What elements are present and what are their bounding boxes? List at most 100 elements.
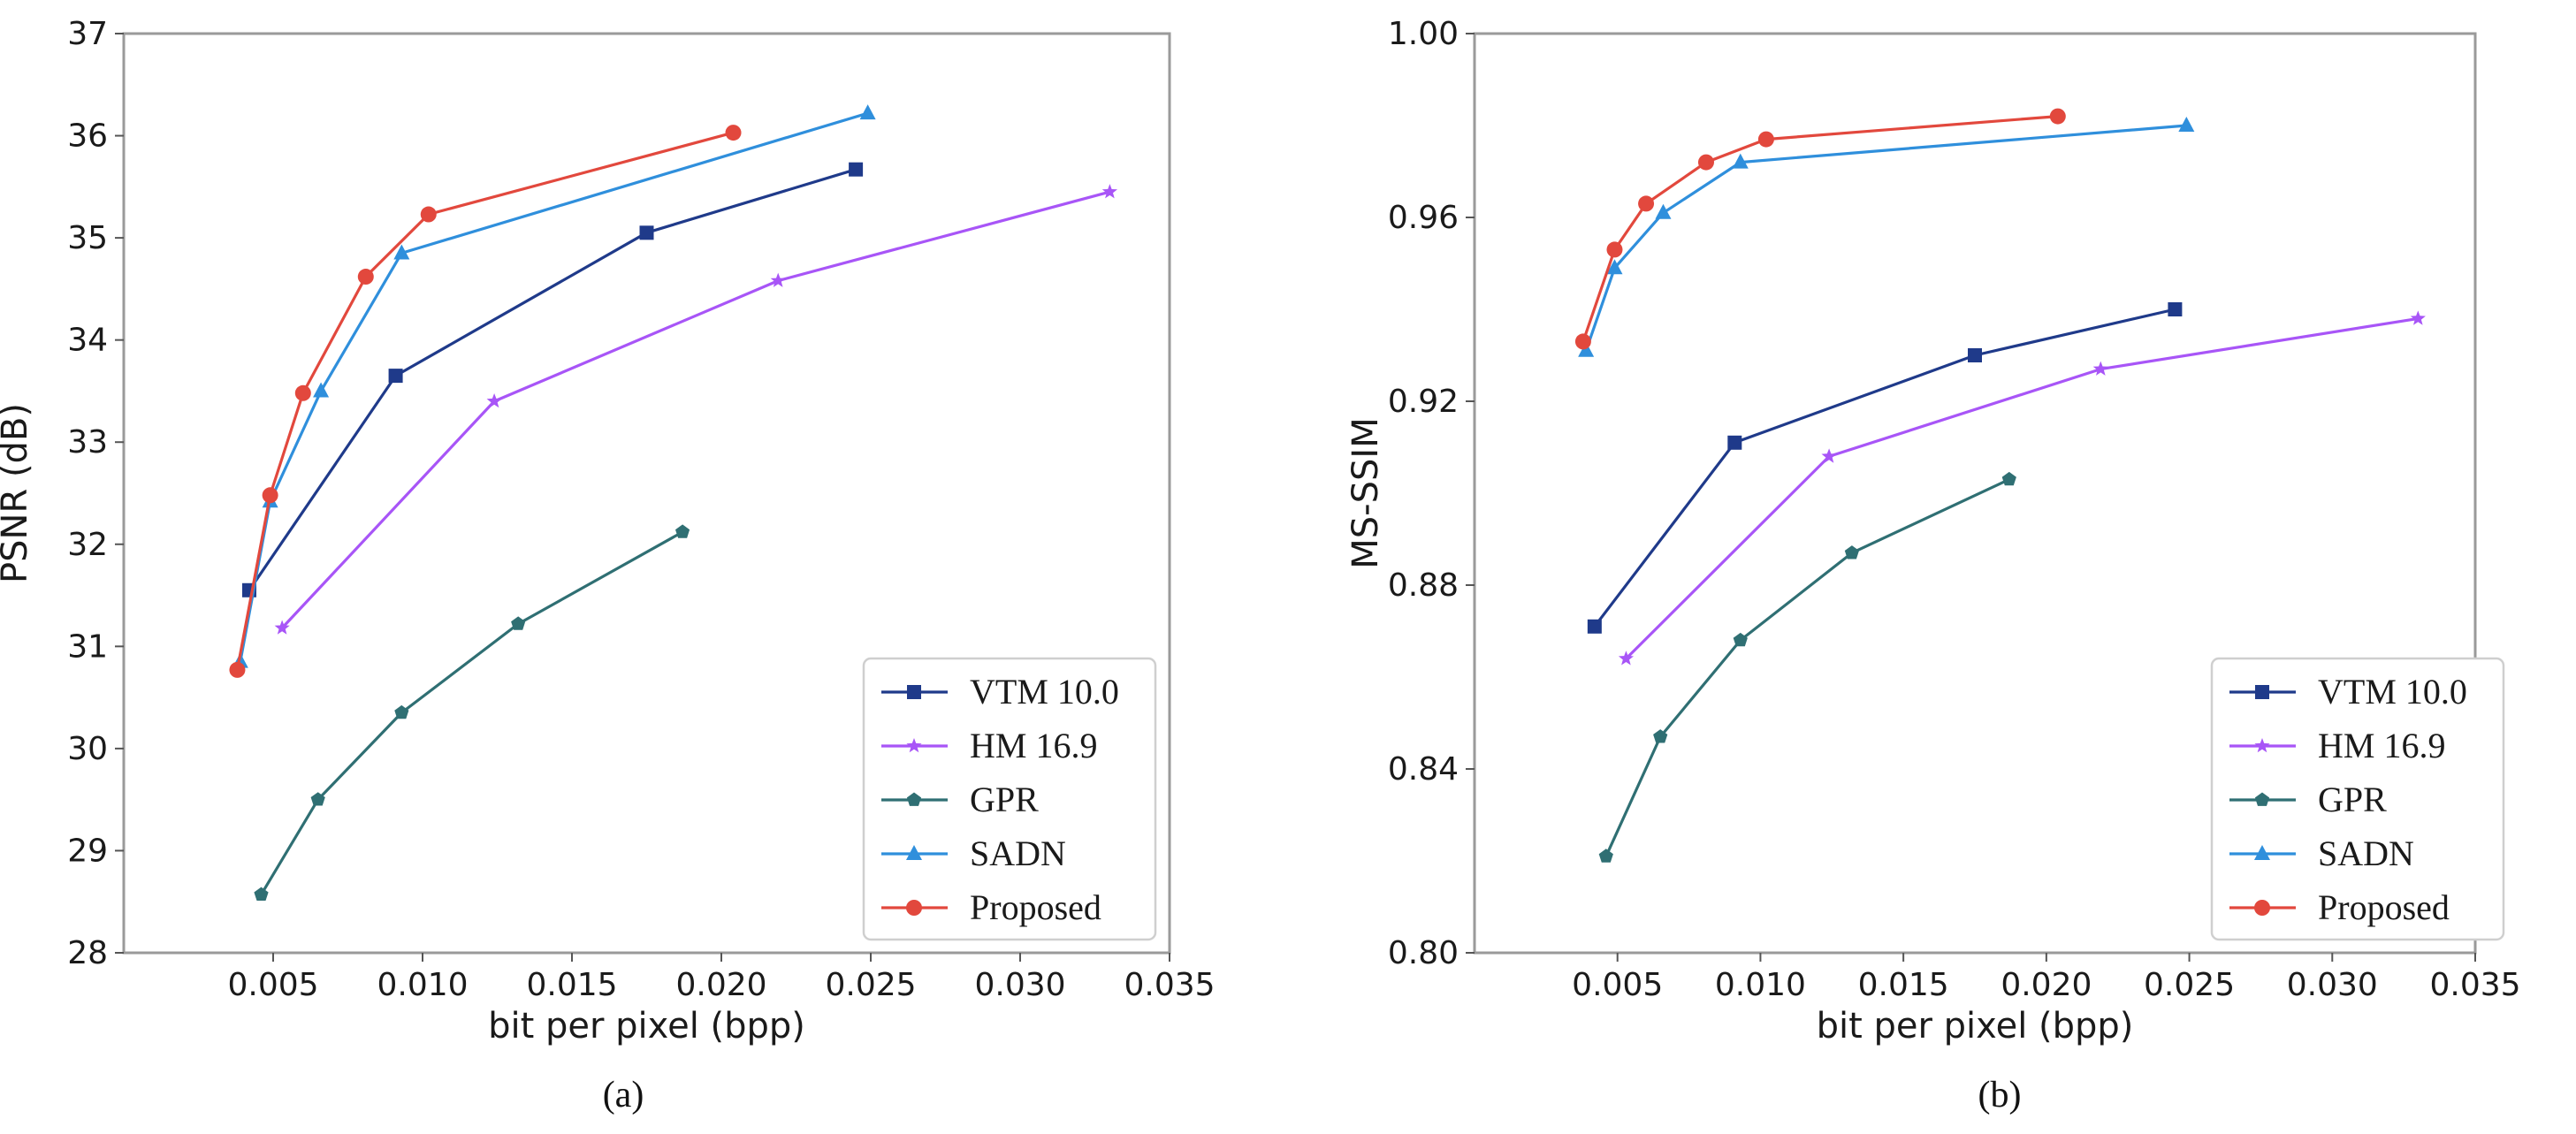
legend-entry-gpr: GPR — [2229, 780, 2387, 819]
legend-label: SADN — [970, 833, 1066, 873]
x-tick-label: 0.005 — [1572, 967, 1663, 1003]
y-axis-label: PSNR (dB) — [0, 403, 35, 583]
legend-label: HM 16.9 — [2318, 726, 2445, 765]
data-point-vtm-10-0 — [639, 225, 654, 240]
data-point-sadn — [313, 382, 330, 398]
x-tick-label: 0.035 — [2429, 967, 2520, 1003]
series-proposed — [1574, 108, 2066, 350]
legend-entry-proposed: Proposed — [881, 887, 1101, 927]
data-point-proposed — [294, 384, 311, 401]
series-gpr — [1598, 471, 2016, 863]
data-point-hm-16-9 — [770, 272, 786, 287]
legend-marker — [2254, 792, 2270, 806]
legend-label: SADN — [2318, 833, 2414, 873]
x-tick-label: 0.025 — [2144, 967, 2235, 1003]
y-tick-label: 33 — [67, 424, 108, 460]
series-hm-16-9 — [1618, 310, 2426, 666]
legend-label: HM 16.9 — [970, 726, 1097, 765]
series-line-proposed — [235, 131, 734, 671]
series-line-vtm-10-0 — [248, 168, 857, 591]
data-point-sadn — [1578, 341, 1595, 357]
data-point-proposed — [2049, 108, 2066, 125]
data-point-proposed — [725, 125, 742, 141]
x-axis-label: bit per pixel (bpp) — [488, 1006, 805, 1046]
data-point-vtm-10-0 — [1587, 619, 1602, 634]
data-point-hm-16-9 — [1101, 184, 1117, 199]
legend-marker — [906, 900, 922, 916]
legend-entry-vtm-10-0: VTM 10.0 — [881, 672, 1119, 712]
legend-marker — [906, 738, 922, 753]
legend-entry-sadn: SADN — [2229, 833, 2414, 873]
data-point-hm-16-9 — [1821, 448, 1837, 463]
series-sadn — [1578, 117, 2195, 357]
data-point-hm-16-9 — [2092, 361, 2108, 376]
legend: VTM 10.0 HM 16.9 GPR SADN Proposed — [862, 657, 1157, 941]
legend-entry-gpr: GPR — [881, 780, 1039, 819]
data-point-hm-16-9 — [2410, 310, 2426, 325]
x-tick-label: 0.015 — [526, 967, 617, 1003]
y-tick-label: 0.96 — [1388, 200, 1459, 236]
data-point-gpr — [511, 616, 526, 630]
data-point-vtm-10-0 — [2168, 302, 2183, 316]
data-point-proposed — [229, 661, 246, 678]
series-line-proposed — [1581, 115, 2058, 342]
x-tick-label: 0.010 — [1715, 967, 1806, 1003]
legend-marker — [906, 845, 922, 860]
data-point-gpr — [2001, 471, 2016, 486]
legend-entry-hm-16-9: HM 16.9 — [2229, 726, 2445, 765]
y-tick-label: 0.84 — [1388, 751, 1459, 788]
data-point-proposed — [1757, 131, 1774, 148]
data-point-hm-16-9 — [1618, 651, 1634, 666]
legend-marker — [2254, 845, 2270, 860]
data-point-proposed — [262, 487, 278, 504]
y-axis-label: MS-SSIM — [1345, 417, 1386, 568]
series-vtm-10-0 — [1587, 302, 2183, 634]
y-tick-label: 0.80 — [1388, 935, 1459, 971]
data-point-sadn — [1655, 203, 1672, 219]
data-point-proposed — [420, 206, 437, 223]
legend-entry-hm-16-9: HM 16.9 — [881, 726, 1097, 765]
y-tick-label: 0.88 — [1388, 567, 1459, 604]
series-proposed — [229, 125, 742, 678]
y-tick-label: 0.92 — [1388, 384, 1459, 420]
y-tick-label: 1.00 — [1388, 16, 1459, 52]
data-point-vtm-10-0 — [1968, 348, 1982, 362]
y-tick-label: 29 — [67, 833, 108, 869]
x-tick-label: 0.025 — [825, 967, 916, 1003]
series-line-sadn — [1584, 124, 2187, 352]
x-tick-label: 0.005 — [227, 967, 318, 1003]
y-tick-label: 28 — [67, 935, 108, 971]
data-point-proposed — [1606, 241, 1623, 258]
y-tick-label: 31 — [67, 628, 108, 665]
data-point-vtm-10-0 — [849, 162, 864, 177]
series-line-gpr — [1604, 477, 2010, 857]
data-point-proposed — [1697, 154, 1714, 171]
plot-frame — [122, 32, 1171, 955]
data-point-sadn — [2178, 117, 2195, 132]
series-line-vtm-10-0 — [1593, 308, 2176, 628]
y-tick-label: 36 — [67, 118, 108, 155]
y-tick-label: 34 — [67, 323, 108, 359]
legend-marker — [906, 792, 922, 806]
legend-label: VTM 10.0 — [2318, 672, 2467, 712]
data-point-gpr — [1598, 849, 1613, 863]
x-tick-label: 0.030 — [2287, 967, 2378, 1003]
data-point-sadn — [859, 104, 876, 120]
data-point-vtm-10-0 — [1727, 435, 1742, 450]
x-tick-label: 0.030 — [974, 967, 1065, 1003]
legend-marker — [2254, 738, 2270, 753]
data-point-proposed — [1574, 333, 1591, 350]
legend-marker — [2255, 685, 2269, 699]
legend-entry-sadn: SADN — [881, 833, 1066, 873]
legend-box — [862, 657, 1157, 941]
data-point-gpr — [310, 792, 325, 806]
legend-label: Proposed — [2318, 887, 2450, 927]
chart-b: 0.80 0.84 0.88 0.92 0.96 1.00 0.005 0.010 0.015 0… — [1345, 16, 2521, 1115]
x-tick-label: 0.015 — [1858, 967, 1949, 1003]
series-hm-16-9 — [274, 184, 1117, 635]
series-gpr — [254, 524, 690, 901]
data-point-hm-16-9 — [274, 620, 290, 635]
legend-entry-proposed: Proposed — [2229, 887, 2450, 927]
series-line-hm-16-9 — [280, 190, 1110, 629]
